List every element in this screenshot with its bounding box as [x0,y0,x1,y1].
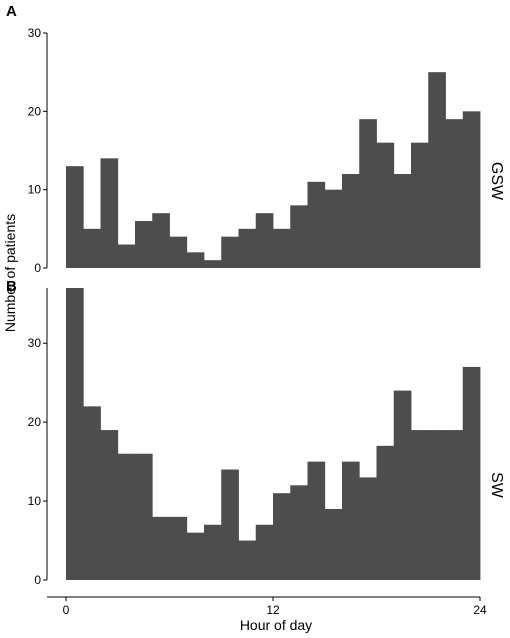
histogram-bar [204,524,222,580]
histogram-bar [307,461,326,580]
histogram-bar [342,461,360,580]
histogram-bar [255,524,274,580]
histogram-bar [411,430,429,580]
y-tick-label: 0 [34,261,41,275]
y-tick-label: 30 [28,26,42,40]
histogram-bar [135,453,153,580]
y-tick-label: 10 [28,494,42,508]
x-tick-label: 0 [63,603,70,617]
x-tick-label: 12 [266,603,280,617]
histogram-bar [445,119,464,268]
panel-b-letter: B [6,278,17,295]
y-tick-label: 0 [34,573,41,587]
histogram-bar [290,485,308,580]
histogram-bar [135,221,153,268]
histogram-bar [445,430,464,580]
histogram-bar [100,430,119,580]
panel-a-letter: A [6,3,17,20]
histogram-bar [324,508,343,580]
histogram-bar [411,142,429,268]
histogram-bar [186,532,205,580]
y-tick-label: 30 [28,336,42,350]
histogram-bar [273,493,291,580]
histogram-bar [290,205,308,268]
histogram-bar [66,288,84,580]
histogram-bar [393,390,412,580]
histogram-bar [66,166,84,268]
histogram-bar [376,142,395,268]
histogram-bar [307,181,326,268]
histogram-bar [204,260,222,268]
histogram-bar [169,516,188,580]
panel-a-strip-label: GSW [488,162,505,201]
histogram-bar [117,453,136,580]
histogram-bar [186,252,205,268]
y-axis-title: Number of patients [2,214,18,332]
histogram-bar [169,236,188,268]
histogram-bar [428,430,446,580]
histogram-bar [221,236,239,268]
panel-b: B SW 0 10 20 30 [6,278,505,587]
histogram-bar [83,228,101,268]
histogram-bar [273,228,291,268]
histogram-bar [221,469,239,580]
histogram-bar [428,72,446,268]
y-tick-label: 20 [28,415,42,429]
histogram-bar [324,189,343,268]
histogram-bar [117,244,136,268]
histogram-bar [376,445,395,580]
panel-b-strip-label: SW [488,472,505,499]
histogram-bar [238,540,257,580]
y-tick-label: 10 [28,183,42,197]
histogram-bar [83,406,101,580]
x-tick-label: 24 [473,603,487,617]
histogram-bar [359,477,377,580]
histogram-bar [462,366,481,580]
panel-a: A GSW 0 10 20 30 [6,3,505,275]
x-axis-title: Hour of day [240,617,312,633]
histogram-bar [255,213,274,268]
histogram-bar [152,213,170,268]
histogram-bar [100,158,119,268]
histogram-bar [152,516,170,580]
histogram-bar [238,228,257,268]
histogram-bar [359,119,377,268]
histogram-bar [342,174,360,268]
x-axis: 0 12 24 [47,596,487,617]
y-tick-label: 20 [28,104,42,118]
histogram-bar [393,174,412,268]
histogram-bar [462,111,481,268]
